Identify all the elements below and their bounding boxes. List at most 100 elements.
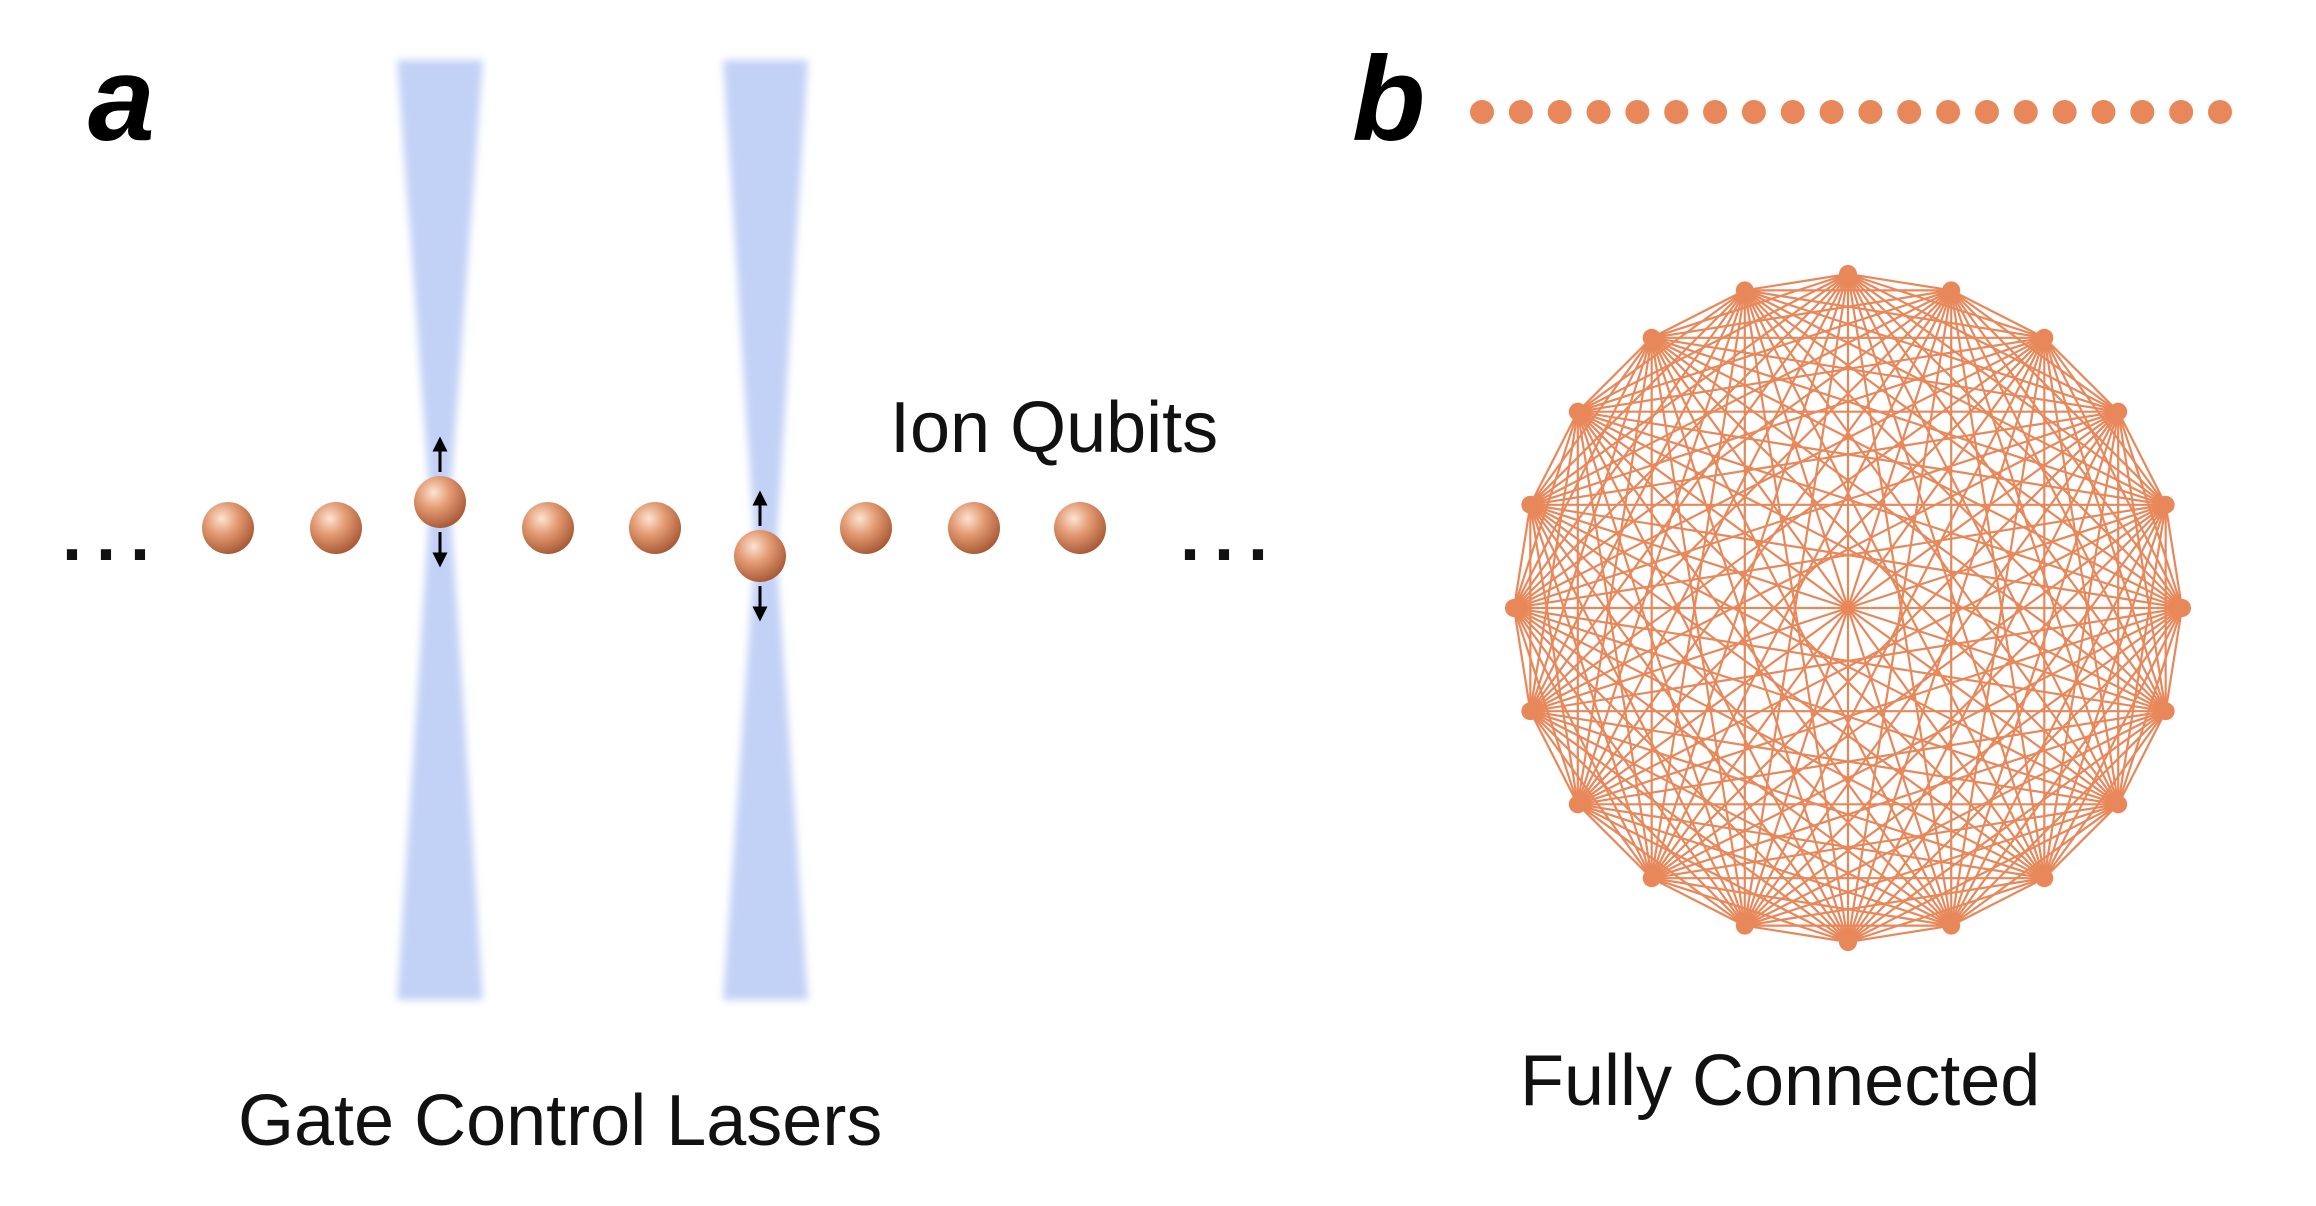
graph-edge bbox=[1576, 337, 1653, 805]
graph-node bbox=[2109, 795, 2128, 814]
graph-node bbox=[1642, 328, 1661, 347]
graph-edge bbox=[1744, 710, 2167, 927]
laser-beam-1 bbox=[397, 60, 483, 1000]
graph-edge bbox=[1530, 710, 2045, 880]
graph-node bbox=[1505, 599, 1523, 617]
graph-edge bbox=[1529, 337, 1653, 506]
chain-qubit-dot bbox=[2091, 100, 2116, 124]
graph-edge bbox=[1577, 803, 1746, 927]
graph-edge bbox=[1744, 924, 1849, 944]
graph-edge bbox=[1950, 289, 2167, 712]
motion-arrows bbox=[432, 436, 768, 622]
chain-qubit-dot bbox=[1936, 100, 1961, 124]
graph-edge bbox=[1743, 290, 1953, 926]
graph-edge bbox=[1576, 411, 1849, 943]
graph-edge bbox=[1529, 710, 1746, 927]
chain-qubit-dot bbox=[2169, 100, 2194, 124]
graph-edge bbox=[1513, 607, 1849, 943]
graph-edge bbox=[2164, 607, 2184, 712]
graph-node bbox=[1568, 795, 1587, 814]
graph-edge bbox=[1847, 803, 2119, 943]
graph-edge bbox=[1577, 337, 1653, 413]
graph-node bbox=[2173, 599, 2191, 617]
graph-edge bbox=[1529, 411, 1579, 506]
graph-edge bbox=[1651, 336, 2166, 506]
graph-edge bbox=[1651, 336, 2119, 413]
ion-qubits-label: Ion Qubits bbox=[890, 388, 1218, 468]
graph-node bbox=[2109, 402, 2128, 421]
chain-qubit-dot bbox=[1625, 100, 1650, 124]
graph-edge bbox=[1577, 410, 2167, 713]
panel-a-letter: a bbox=[88, 32, 155, 166]
graph-edge bbox=[1651, 289, 1952, 339]
graph-edge bbox=[1651, 877, 1746, 927]
chain-qubit-dot bbox=[1586, 100, 1611, 124]
panel-b-letter: b bbox=[1352, 32, 1425, 166]
graph-edge bbox=[1950, 710, 2167, 927]
graph-edge bbox=[1577, 803, 1952, 927]
graph-edge bbox=[1513, 607, 1952, 927]
chain-qubit-dot bbox=[1858, 100, 1883, 124]
graph-edge bbox=[1650, 337, 2119, 806]
chain-qubit-dot bbox=[2208, 100, 2232, 124]
chain-qubit-dot bbox=[1974, 100, 1999, 124]
graph-edge bbox=[1743, 289, 2120, 805]
ion-qubit-displaced bbox=[734, 530, 786, 582]
graph-edge bbox=[1650, 337, 1746, 926]
graph-edge bbox=[1577, 337, 2046, 806]
graph-edge bbox=[1744, 289, 2119, 413]
ellipsis-left: ... bbox=[62, 496, 164, 576]
chain-qubit-dot bbox=[2013, 100, 2038, 124]
graph-edge bbox=[2043, 337, 2120, 805]
graph-edge bbox=[1744, 289, 2183, 609]
graph-edge bbox=[1529, 410, 2119, 713]
graph-edge bbox=[1744, 289, 2045, 339]
graph-edge bbox=[2164, 504, 2184, 609]
graph-edge bbox=[1577, 803, 1849, 943]
graph-node bbox=[1942, 916, 1961, 935]
panel-a-caption: Gate Control Lasers bbox=[238, 1081, 882, 1161]
graph-edge bbox=[1650, 290, 1746, 879]
graph-edge bbox=[2117, 504, 2167, 805]
graph-edge bbox=[1650, 337, 1953, 927]
graph-node bbox=[2035, 869, 2054, 888]
graph-node bbox=[1735, 281, 1754, 300]
graph-edge bbox=[2117, 411, 2167, 506]
graph-edge bbox=[1743, 337, 2046, 927]
chain-qubit-dot bbox=[1470, 100, 1494, 124]
graph-edge bbox=[1744, 877, 2045, 927]
graph-edge bbox=[1529, 504, 1579, 805]
graph-edge bbox=[1530, 503, 2183, 610]
graph-edge bbox=[1577, 803, 1653, 879]
panel-b-caption: Fully Connected bbox=[1520, 1041, 2040, 1121]
graph-edge bbox=[1513, 273, 1849, 609]
graph-edge bbox=[1512, 504, 1532, 609]
chain-qubit-dot bbox=[1664, 100, 1689, 124]
graph-edge bbox=[1651, 803, 2119, 880]
graph-edge bbox=[1512, 411, 1579, 609]
panel-b: b Fully Connected bbox=[1352, 32, 2232, 1121]
graph-edge bbox=[1513, 503, 2166, 610]
graph-edge bbox=[1576, 411, 1653, 879]
chain-qubit-dot bbox=[2130, 100, 2155, 124]
graph-node bbox=[2035, 328, 2054, 347]
graph-edge bbox=[2043, 337, 2119, 413]
graph-edge bbox=[2117, 411, 2167, 712]
graph-edge bbox=[1651, 877, 1952, 927]
chain-qubit-dot bbox=[1547, 100, 1572, 124]
graph-edge bbox=[1744, 272, 1849, 292]
graph-edge bbox=[1529, 503, 2119, 806]
graph-edge bbox=[1513, 337, 1653, 609]
graph-edge bbox=[1650, 337, 1850, 943]
graph-edge bbox=[1512, 607, 1579, 805]
chain-qubit-dot bbox=[1508, 100, 1533, 124]
laser-beam-2 bbox=[723, 60, 808, 1000]
chain-qubit-dot bbox=[1780, 100, 1805, 124]
graph-edge bbox=[1950, 877, 2045, 927]
graph-node bbox=[1839, 265, 1857, 283]
ion-qubit bbox=[310, 502, 362, 554]
graph-edge bbox=[1847, 273, 2183, 609]
chain-qubit-dot bbox=[1741, 100, 1766, 124]
graph-edge bbox=[1846, 273, 1953, 926]
